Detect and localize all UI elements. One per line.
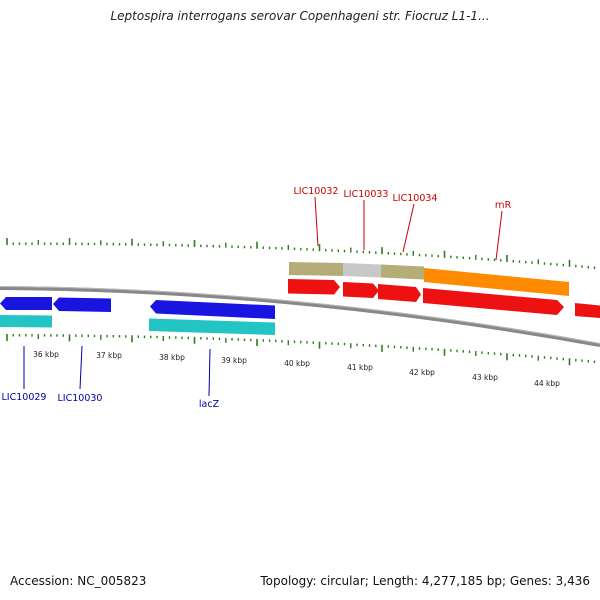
gene-rnR-forward[interactable] [423, 288, 564, 315]
kbp-label-36: 36 kbp [33, 350, 59, 359]
kbp-label-43: 43 kbp [472, 373, 498, 382]
gene-LIC10029-cog-bar [0, 315, 52, 328]
kbp-label-41: 41 kbp [347, 363, 373, 372]
label-line-LIC10032 [314, 196, 319, 247]
gene-lacZ-reverse[interactable] [150, 300, 275, 319]
gene-lacZ-cog-bar [149, 318, 275, 335]
label-line-LIC10034 [402, 203, 415, 253]
gene-rnR-cog-bar [424, 268, 569, 296]
gene-LIC10032-cog-bar [289, 262, 343, 276]
kbp-label-42: 42 kbp [409, 368, 435, 377]
map-title: Leptospira interrogans serovar Copenhage… [110, 9, 490, 23]
gene-LIC10034-cog-bar [381, 264, 424, 280]
gene-next-forward[interactable] [575, 303, 600, 318]
gene-label-LIC10034[interactable]: LIC10034 [393, 193, 438, 204]
gene-LIC10032-forward[interactable] [288, 279, 340, 295]
gene-label-lacZ[interactable]: lacZ [199, 399, 220, 410]
gene-label-LIC10030[interactable]: LIC10030 [58, 393, 103, 404]
label-line-LIC10030 [79, 345, 83, 390]
gene-label-LIC10032[interactable]: LIC10032 [294, 186, 339, 197]
kbp-label-38: 38 kbp [159, 353, 185, 362]
kbp-label-37: 37 kbp [96, 351, 122, 360]
gene-label-LIC10033[interactable]: LIC10033 [344, 189, 389, 200]
gene-label-rnR[interactable]: rnR [495, 200, 512, 211]
kbp-label-44: 44 kbp [534, 379, 560, 388]
genome-backbone [0, 286, 600, 347]
inner-tick-marks [6, 334, 596, 366]
label-line-rnR [495, 210, 503, 261]
accession-text: Accession: NC_005823 [10, 574, 147, 588]
gene-LIC10029-reverse[interactable] [0, 297, 52, 310]
gene-LIC10030-reverse[interactable] [53, 297, 111, 313]
gene-LIC10033-forward[interactable] [343, 282, 379, 298]
label-line-lacZ [208, 348, 211, 397]
gene-LIC10034-forward[interactable] [378, 284, 421, 302]
outer-tick-marks [6, 238, 596, 269]
gene-LIC10033-cog-bar [343, 263, 381, 278]
genome-summary-text: Topology: circular; Length: 4,277,185 bp… [260, 574, 590, 588]
gene-label-LIC10029[interactable]: LIC10029 [2, 392, 47, 403]
kbp-label-40: 40 kbp [284, 359, 310, 368]
kbp-label-39: 39 kbp [221, 356, 247, 365]
